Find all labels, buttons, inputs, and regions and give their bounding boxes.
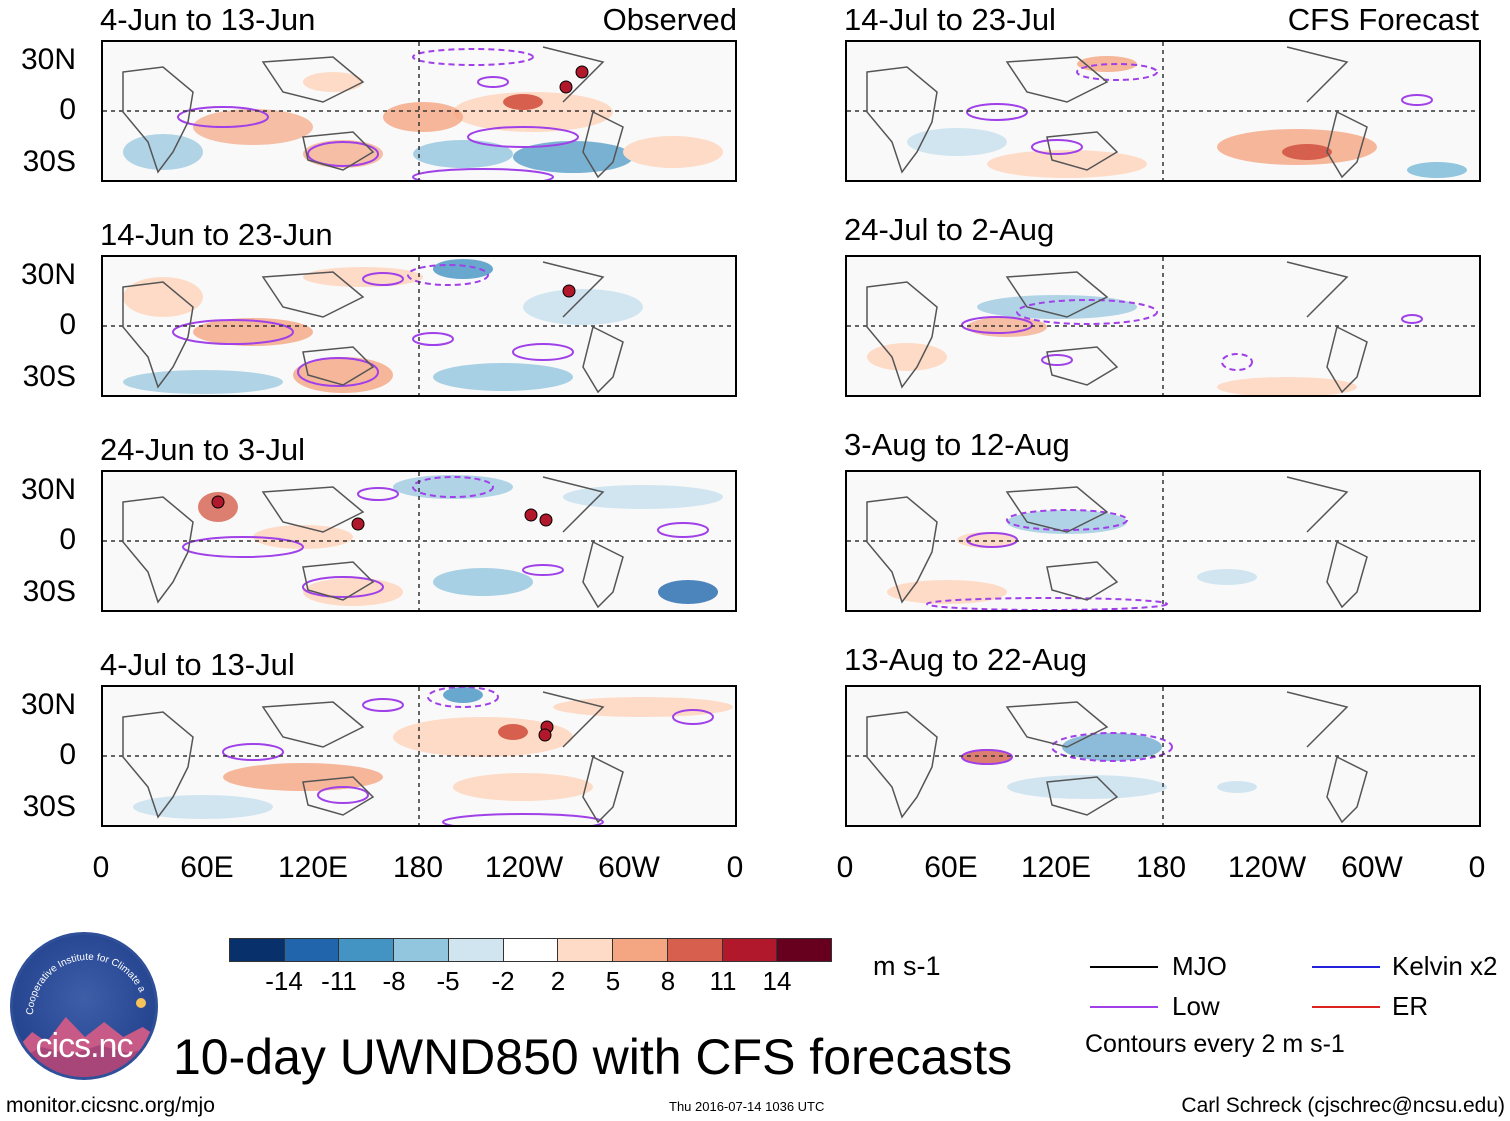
map-field-obs-2: [103, 257, 735, 395]
map-panel-obs-2: [101, 255, 737, 397]
legend-er-line: [1312, 1006, 1380, 1008]
colorbar-swatch: [448, 939, 504, 961]
colorbar-swatch: [667, 939, 723, 961]
map-panel-fcst-2: [845, 255, 1481, 397]
contour-note: Contours every 2 m s-1: [1085, 1030, 1345, 1058]
lon-label: 120E: [277, 851, 349, 884]
lon-label: 0: [726, 851, 744, 884]
observed-label: Observed: [602, 2, 737, 37]
colorbar-label: 5: [605, 966, 621, 996]
panel-title-obs-3: 24-Jun to 3-Jul: [100, 432, 306, 467]
colorbar-swatch: [503, 939, 559, 961]
panel-title-fcst-4: 13-Aug to 22-Aug: [844, 642, 1088, 677]
map-field-fcst-3: [847, 472, 1479, 610]
lon-label: 120W: [1227, 851, 1307, 884]
legend-kelvin-line: [1312, 966, 1380, 968]
panel-title-obs-2: 14-Jun to 23-Jun: [100, 217, 333, 252]
lon-label: 0: [836, 851, 854, 884]
panel-title-fcst-2: 24-Jul to 2-Aug: [844, 212, 1055, 247]
colorbar-swatch: [613, 939, 668, 961]
legend-low-label: Low: [1172, 991, 1220, 1021]
lat-0-label: 0: [59, 93, 76, 126]
lat-30s-label: 30S: [22, 790, 76, 823]
units-label: m s-1: [873, 951, 941, 981]
map-panel-fcst-4: [845, 685, 1481, 827]
lat-30s-label: 30S: [22, 145, 76, 178]
logo-arc-text: Cooperative Institute for Climate and Sa…: [13, 935, 147, 1015]
colorbar: [229, 938, 832, 962]
lon-label: 120E: [1020, 851, 1092, 884]
map-field-fcst-4: [847, 687, 1479, 825]
colorbar-label: 2: [550, 966, 566, 996]
colorbar-label: 14: [762, 966, 792, 996]
lat-30s-label: 30S: [22, 360, 76, 393]
forecast-label: CFS Forecast: [1287, 2, 1479, 37]
map-field-fcst-2: [847, 257, 1479, 395]
cics-logo: Cooperative Institute for Climate and Sa…: [10, 932, 158, 1080]
lon-label: 0: [1468, 851, 1486, 884]
logo-arc-svg: Cooperative Institute for Climate and Sa…: [13, 935, 147, 1015]
figure-title: 10-day UWND850 with CFS forecasts: [173, 1029, 1013, 1085]
legend-kelvin-label: Kelvin x2: [1392, 951, 1498, 981]
panel-title-fcst-3: 3-Aug to 12-Aug: [844, 427, 1070, 462]
colorbar-swatch: [394, 939, 449, 961]
map-panel-obs-4: [101, 685, 737, 827]
colorbar-label: 8: [660, 966, 676, 996]
colorbar-label: -11: [321, 966, 357, 996]
footer-timestamp: Thu 2016-07-14 1036 UTC: [669, 1099, 825, 1114]
lon-label: 120W: [484, 851, 564, 884]
legend-er-label: ER: [1392, 991, 1429, 1021]
lon-label: 60W: [598, 851, 660, 884]
colorbar-swatch: [284, 939, 340, 961]
logo-name: cics.nc: [35, 1027, 134, 1065]
map-field-obs-3: [103, 472, 735, 610]
lon-label: 0: [92, 851, 110, 884]
legend-low-line: [1090, 1006, 1158, 1008]
map-field-obs-1: [103, 42, 735, 180]
footer-url[interactable]: monitor.cicsnc.org/mjo: [6, 1094, 215, 1117]
legend-mjo-line: [1090, 966, 1158, 968]
map-field-fcst-1: [847, 42, 1479, 180]
lon-label: 180: [1135, 851, 1187, 884]
map-panel-fcst-1: [845, 40, 1481, 182]
map-panel-obs-3: [101, 470, 737, 612]
colorbar-swatch: [722, 939, 778, 961]
colorbar-label: -14: [265, 966, 303, 996]
colorbar-label: -5: [436, 966, 460, 996]
map-panel-fcst-3: [845, 470, 1481, 612]
colorbar-swatch: [230, 939, 285, 961]
legend-mjo-label: MJO: [1172, 951, 1227, 981]
colorbar-swatch: [339, 939, 395, 961]
footer-author: Carl Schreck (cjschrec@ncsu.edu): [1181, 1094, 1505, 1117]
panel-title-obs-1: 4-Jun to 13-Jun: [100, 2, 316, 37]
colorbar-label: -2: [491, 966, 515, 996]
lat-30n-label: 30N: [20, 688, 76, 721]
svg-text:Cooperative Institute for Clim: Cooperative Institute for Climate and Sa…: [13, 935, 147, 1015]
lon-label: 180: [392, 851, 444, 884]
lat-0-label: 0: [59, 738, 76, 771]
colorbar-label: -8: [382, 966, 406, 996]
lon-label: 60E: [180, 851, 234, 884]
lat-30n-label: 30N: [20, 258, 76, 291]
lon-label: 60W: [1341, 851, 1403, 884]
colorbar-swatch: [777, 939, 832, 961]
lat-0-label: 0: [59, 523, 76, 556]
logo-mountain-icon: [13, 1017, 155, 1077]
lat-30n-label: 30N: [20, 473, 76, 506]
colorbar-label: 11: [709, 966, 737, 996]
panel-title-fcst-1: 14-Jul to 23-Jul: [844, 2, 1056, 37]
lon-label: 60E: [924, 851, 978, 884]
lat-30s-label: 30S: [22, 575, 76, 608]
lat-0-label: 0: [59, 308, 76, 341]
panel-title-obs-4: 4-Jul to 13-Jul: [100, 647, 295, 682]
map-panel-obs-1: [101, 40, 737, 182]
colorbar-swatch: [558, 939, 614, 961]
lat-30n-label: 30N: [20, 43, 76, 76]
map-field-obs-4: [103, 687, 735, 825]
